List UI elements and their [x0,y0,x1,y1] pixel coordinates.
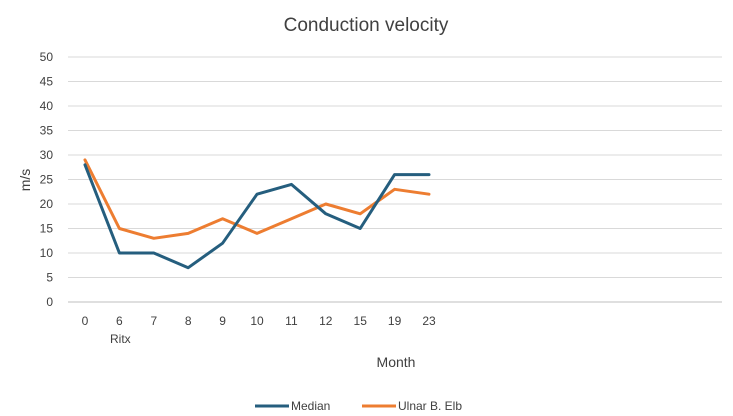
y-tick-label: 45 [40,75,54,89]
x-tick-label: 0 [82,314,89,328]
y-tick-label: 0 [46,295,53,309]
x-tick-label: 6 [116,314,123,328]
y-tick-label: 25 [40,173,54,187]
legend-label: Ulnar B. Elb [398,399,462,413]
legend-label: Median [291,399,330,413]
series-line-ulnar-b-elb [83,158,431,240]
series-lines [83,158,431,270]
y-tick-label: 5 [46,271,53,285]
x-tick-label: 23 [422,314,436,328]
gridlines [68,56,722,303]
x-sublabel: Ritx [110,332,131,346]
x-tick-label: 11 [285,314,298,328]
y-tick-label: 35 [40,124,54,138]
series-line-median [83,163,431,270]
x-axis-ticks: 0 6 7 8 9 10 11 12 15 19 23 [82,314,436,328]
legend: Median Ulnar B. Elb [255,399,462,413]
y-tick-label: 10 [40,246,54,260]
x-tick-label: 12 [319,314,333,328]
y-tick-label: 50 [40,50,54,64]
y-axis-ticks: 0 5 10 15 20 25 30 35 40 45 50 [40,50,54,309]
x-tick-label: 15 [354,314,368,328]
y-tick-label: 40 [40,99,54,113]
y-tick-label: 15 [40,222,54,236]
x-tick-label: 8 [185,314,192,328]
x-tick-label: 7 [150,314,157,328]
chart-title: Conduction velocity [284,15,449,36]
x-tick-label: 19 [388,314,402,328]
y-tick-label: 30 [40,148,54,162]
x-tick-label: 9 [219,314,226,328]
y-tick-label: 20 [40,197,54,211]
x-tick-label: 10 [250,314,264,328]
x-axis-label: Month [377,354,416,370]
y-axis-label: m/s [17,169,33,192]
